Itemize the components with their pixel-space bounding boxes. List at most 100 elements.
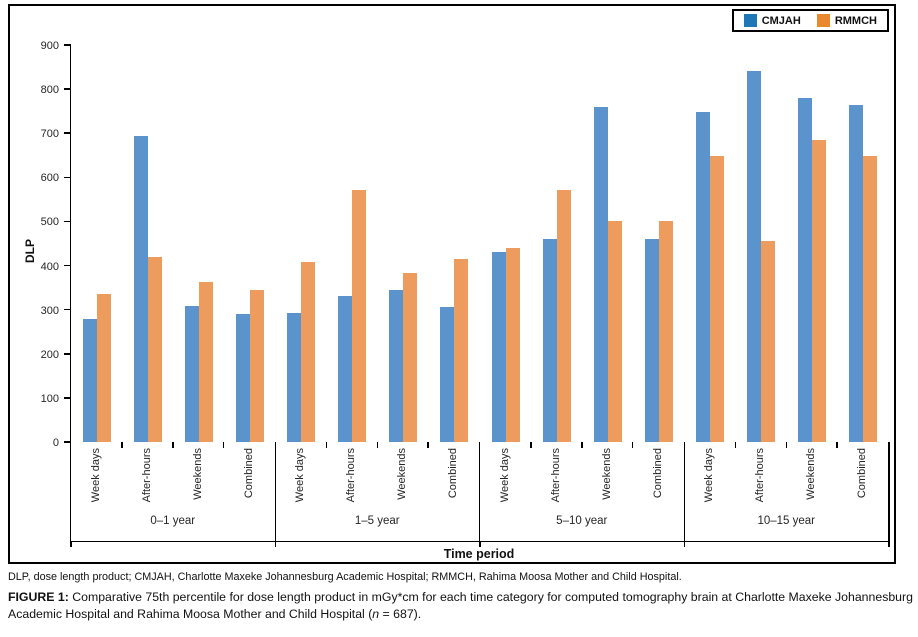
category-label-cell: After-hours <box>326 442 378 515</box>
bar-rmmch-after-hours <box>556 189 571 442</box>
group-boundary-tick <box>888 541 890 547</box>
y-axis-tick-label: 100 <box>40 392 59 405</box>
category-week days <box>71 45 122 442</box>
category-weekends <box>378 45 429 442</box>
bar-rmmch-week days <box>505 247 520 442</box>
bar-cmjah-week days <box>287 313 302 442</box>
bar-rmmch-week days <box>301 262 316 442</box>
category-boundary-tick <box>581 442 583 448</box>
bar-cmjah-after-hours <box>133 136 148 442</box>
category-label: Weekends <box>396 448 409 500</box>
category-after-hours <box>327 45 378 442</box>
legend-swatch-cmjah <box>743 14 757 27</box>
legend-label: RMMCH <box>834 14 877 27</box>
x-axis-title: Time period <box>443 547 515 561</box>
category-boundary-tick <box>530 442 532 448</box>
y-axis-tick <box>64 132 71 134</box>
category-weekends <box>173 45 224 442</box>
bar-rmmch-weekends <box>607 221 622 442</box>
category-boundary-tick <box>325 442 328 448</box>
category-label-cell: Weekends <box>582 442 634 515</box>
category-label: Weekends <box>805 448 818 500</box>
chart-legend: CMJAH RMMCH <box>731 9 889 32</box>
figure-caption: FIGURE 1: Comparative 75th percentile fo… <box>8 589 914 624</box>
category-label: Week days <box>294 448 307 503</box>
group-boundary-tick <box>70 541 72 547</box>
figure-caption-text: Comparative 75th percentile for dose len… <box>8 590 913 622</box>
category-boundary-tick <box>734 442 737 448</box>
category-label-cell: Week days <box>71 442 123 515</box>
bar-group-10–15 year <box>685 45 890 442</box>
plot-area: 0 100 200 300 400 500 600 700 800 900 <box>41 40 890 449</box>
category-label-row: Week days After-hours Weekends Combined <box>685 442 889 515</box>
y-axis-tick <box>64 44 71 46</box>
y-axis-tick <box>64 308 71 311</box>
category-weekends <box>582 45 633 442</box>
category-label: Combined <box>856 448 869 499</box>
bar-rmmch-week days <box>710 156 725 442</box>
category-after-hours <box>531 45 582 442</box>
bar-rmmch-combined <box>249 289 264 442</box>
category-label-cell: Weekends <box>786 442 838 515</box>
axis-group-1–5 year: Week days After-hours Weekends Combined 1–5 … <box>276 442 480 541</box>
bar-cmjah-after-hours <box>747 71 762 442</box>
figure-caption-suffix: = 687). <box>379 607 422 622</box>
y-axis-tick-label: 600 <box>40 172 59 185</box>
y-axis-tick-label: 200 <box>40 348 59 361</box>
category-label: After-hours <box>754 448 767 503</box>
category-label: After-hours <box>549 448 562 503</box>
group-label: 0–1 year <box>150 515 196 527</box>
category-label-cell: Combined <box>224 442 275 515</box>
legend-item: RMMCH <box>816 14 877 27</box>
bar-group-1–5 year <box>276 45 481 442</box>
bar-cmjah-combined <box>440 307 455 442</box>
figure-caption-n: n <box>372 607 380 622</box>
y-axis-tick-label: 900 <box>40 40 59 52</box>
bar-cmjah-week days <box>696 112 711 442</box>
category-label-cell: Weekends <box>173 442 225 515</box>
axis-group-10–15 year: Week days After-hours Weekends Combined 10–1… <box>685 442 889 541</box>
bar-rmmch-combined <box>863 156 878 442</box>
y-axis-tick <box>64 176 71 179</box>
y-axis-tick <box>64 441 71 443</box>
category-label-cell: Weekends <box>377 442 429 515</box>
legend-item: CMJAH <box>743 14 801 27</box>
axis-group-0–1 year: Week days After-hours Weekends Combined 0–1 … <box>71 442 276 541</box>
bar-cmjah-weekends <box>593 106 608 442</box>
bar-cmjah-combined <box>235 314 250 442</box>
bar-cmjah-weekends <box>184 306 199 442</box>
y-axis-tick-label: 0 <box>52 437 59 449</box>
group-boundary-tick <box>479 541 481 547</box>
y-axis-tick <box>64 353 71 355</box>
y-axis-tick-label: 400 <box>40 260 59 273</box>
figure-caption-label: FIGURE 1: <box>8 590 69 604</box>
bar-rmmch-weekends <box>198 282 213 442</box>
bar-cmjah-weekends <box>389 289 404 442</box>
category-label-cell: After-hours <box>122 442 174 515</box>
category-boundary-tick <box>222 442 225 448</box>
category-label: Combined <box>447 448 460 499</box>
bar-rmmch-combined <box>454 259 469 442</box>
bar-cmjah-week days <box>82 319 97 442</box>
category-after-hours <box>122 45 173 442</box>
category-combined <box>633 45 684 442</box>
category-boundary-tick <box>785 442 787 448</box>
bar-cmjah-weekends <box>798 97 813 442</box>
category-weekends <box>787 45 838 442</box>
category-label: Weekends <box>600 448 613 500</box>
y-axis-tick-label: 300 <box>40 304 59 317</box>
bar-rmmch-combined <box>658 221 673 442</box>
category-label-row: Week days After-hours Weekends Combined <box>276 442 480 515</box>
bar-rmmch-after-hours <box>147 256 162 442</box>
y-axis-tick <box>64 397 71 399</box>
category-label-row: Week days After-hours Weekends Combined <box>71 442 275 515</box>
category-week days <box>685 45 736 442</box>
category-boundary-tick <box>172 442 174 448</box>
group-label: 10–15 year <box>757 515 816 527</box>
group-boundary-tick <box>274 541 277 547</box>
y-axis-tick <box>64 88 71 90</box>
category-label: Combined <box>242 448 255 499</box>
category-label-cell: Week days <box>276 442 328 515</box>
y-axis-tick-label: 500 <box>40 216 59 229</box>
